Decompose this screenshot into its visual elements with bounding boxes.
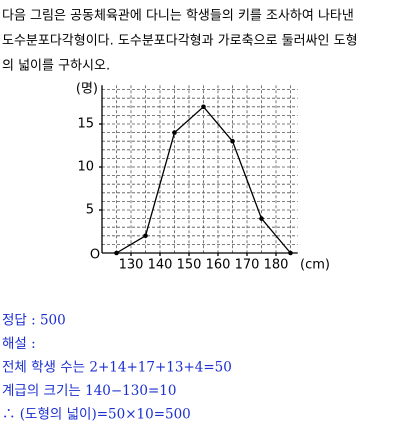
x-tick-label: 160 xyxy=(206,258,231,273)
solution-line: 계급의 크기는 140−130=10 xyxy=(2,383,176,399)
x-tick-label: 150 xyxy=(177,258,202,273)
x-axis-label: (cm) xyxy=(300,258,330,273)
y-axis-label: (명) xyxy=(76,82,98,97)
point xyxy=(259,216,264,221)
point xyxy=(201,104,206,110)
point xyxy=(230,138,235,144)
point xyxy=(114,250,119,256)
problem-line: 다음 그림은 공동체육관에 다니는 학생들의 키를 조사하여 나타낸 xyxy=(2,9,354,24)
y-tick-label: 10 xyxy=(77,160,94,175)
x-tick-label: 180 xyxy=(264,258,289,273)
solution-line: ∴ (도형의 넓이)=50×10=500 xyxy=(2,407,191,423)
solution-line: 정답 : 500 xyxy=(2,313,66,329)
solution-line: 전체 학생 수는 2+14+17+13+4=50 xyxy=(2,360,232,376)
problem-line: 도수분포다각형이다. 도수분포다각형과 가로축으로 둘러싸인 도형 xyxy=(2,34,358,49)
origin-label: O xyxy=(90,248,100,263)
point xyxy=(172,130,177,135)
point xyxy=(143,233,148,239)
problem-line: 의 넓이를 구하시오. xyxy=(2,59,110,74)
x-tick-label: 130 xyxy=(119,258,144,273)
y-tick-label: 15 xyxy=(77,117,94,132)
solution-line: 해설 : xyxy=(2,336,36,352)
point xyxy=(288,250,293,256)
x-tick-label: 170 xyxy=(235,258,260,273)
x-tick-label: 140 xyxy=(148,258,173,273)
y-tick-label: 5 xyxy=(86,203,94,218)
